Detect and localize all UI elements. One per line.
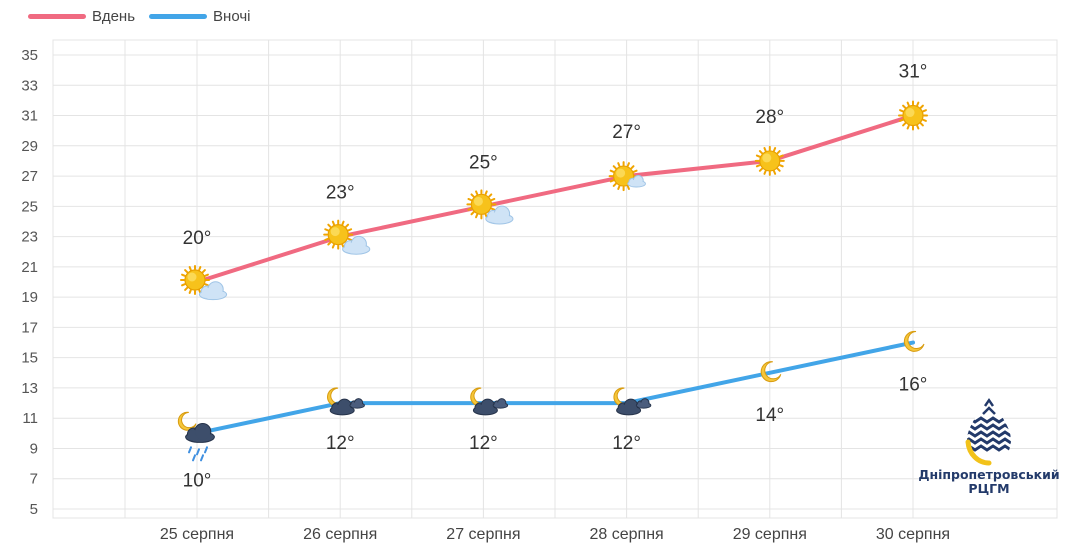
- data-label-night: 12°: [326, 433, 355, 454]
- logo-name-line1: Дніпропетровський: [918, 467, 1060, 482]
- y-tick-label: 11: [22, 410, 38, 427]
- y-tick-label: 13: [21, 380, 38, 397]
- y-tick-label: 21: [21, 259, 38, 276]
- legend-item-night[interactable]: Вночі: [149, 8, 250, 25]
- data-label-day: 20°: [183, 228, 212, 249]
- y-tick-label: 25: [21, 198, 38, 215]
- series-line-night: [195, 340, 915, 436]
- x-tick-label: 25 серпня: [160, 526, 234, 543]
- drop-logo-icon: [965, 398, 1011, 466]
- y-tick-label: 17: [21, 319, 38, 336]
- moon-rain-cloud-icon: [177, 411, 215, 462]
- sun-small-cloud-icon: [608, 161, 646, 192]
- y-tick-label: 7: [30, 471, 38, 488]
- y-tick-label: 23: [21, 229, 38, 246]
- data-label-night: 14°: [755, 405, 784, 426]
- legend-swatch-day: [28, 14, 86, 19]
- sun-icon: [754, 145, 785, 176]
- y-tick-label: 31: [21, 108, 38, 125]
- legend-label-day: Вдень: [92, 8, 136, 25]
- y-tick-label: 15: [21, 350, 38, 367]
- legend-item-day[interactable]: Вдень: [28, 8, 135, 25]
- org-logo: Дніпропетровський РЦГМ: [918, 396, 1060, 496]
- moon-dark-cloud-icon: [470, 387, 509, 416]
- y-tick-label: 9: [30, 440, 38, 457]
- moon-icon: [903, 330, 925, 352]
- data-label-night: 12°: [469, 433, 498, 454]
- logo-name-line2: РЦГМ: [968, 481, 1010, 496]
- chart-legend: Вдень Вночі: [28, 8, 264, 25]
- sun-cloud-icon: [180, 265, 228, 301]
- sun-icon: [898, 100, 928, 131]
- data-label-night: 10°: [183, 470, 212, 491]
- x-tick-label: 26 серпня: [303, 526, 377, 543]
- series-line-day: [195, 113, 915, 284]
- x-tick-label: 28 серпня: [589, 526, 663, 543]
- data-label-day: 31°: [899, 62, 928, 83]
- x-tick-label: 27 серпня: [446, 526, 520, 543]
- legend-label-night: Вночі: [213, 8, 251, 25]
- data-label-day: 25°: [469, 152, 498, 173]
- y-tick-label: 5: [30, 501, 38, 518]
- moon-dark-cloud-icon: [613, 387, 652, 416]
- sun-cloud-icon: [466, 189, 514, 225]
- y-tick-label: 33: [21, 77, 38, 94]
- x-tick-label: 29 серпня: [733, 526, 807, 543]
- legend-swatch-night: [149, 14, 208, 19]
- data-label-day: 23°: [326, 183, 355, 204]
- moon-dark-cloud-icon: [327, 387, 365, 416]
- data-label-day: 28°: [755, 107, 784, 128]
- data-label-night: 12°: [612, 433, 641, 454]
- y-tick-label: 27: [21, 168, 38, 185]
- moon-icon: [760, 361, 782, 383]
- data-label-night: 16°: [899, 375, 928, 396]
- y-tick-label: 35: [21, 47, 38, 64]
- x-tick-label: 30 серпня: [876, 526, 950, 543]
- data-label-day: 27°: [612, 122, 641, 143]
- y-tick-label: 29: [21, 138, 38, 155]
- sun-cloud-icon: [323, 219, 371, 255]
- y-tick-label: 19: [21, 289, 38, 306]
